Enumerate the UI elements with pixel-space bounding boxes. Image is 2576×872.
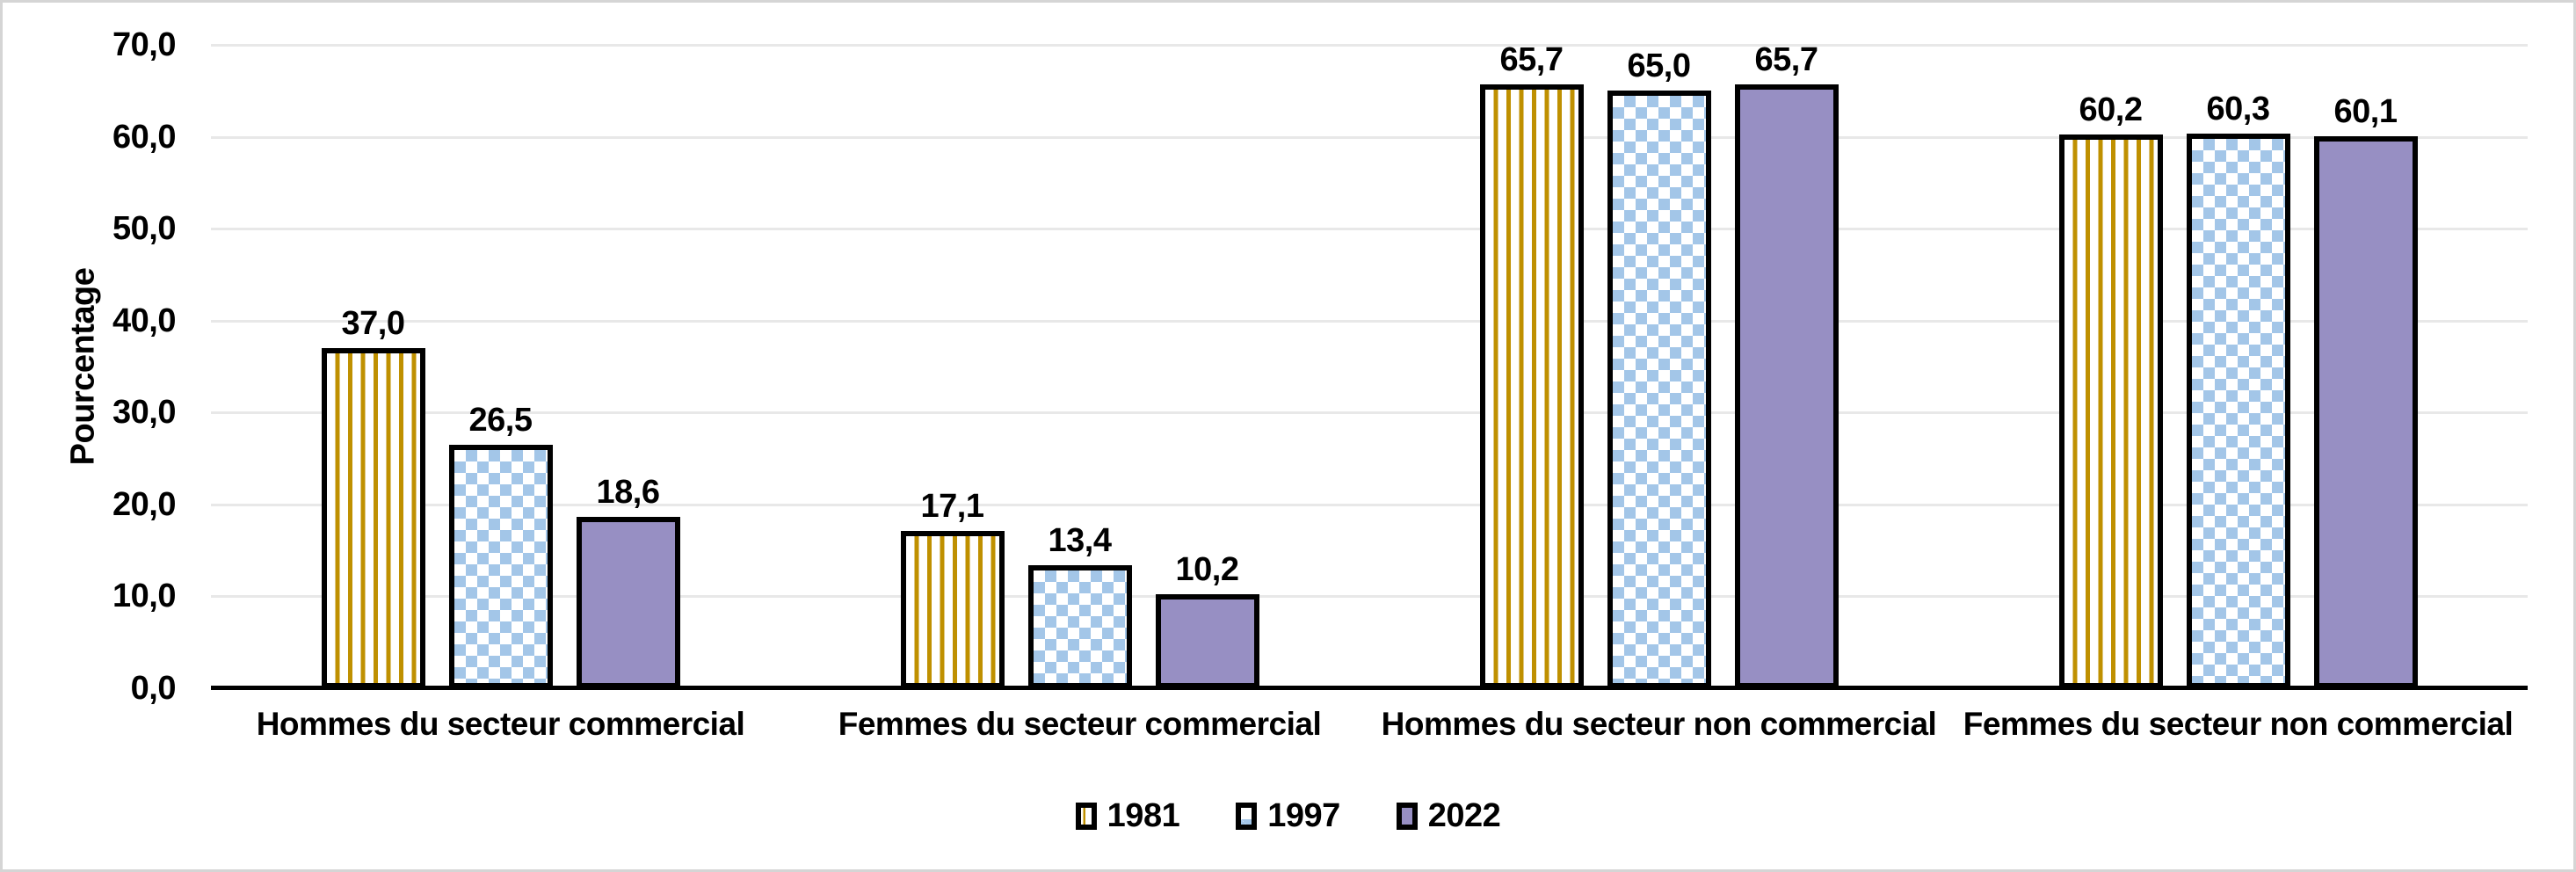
y-tick-label-10: 10,0 <box>112 578 176 615</box>
gridline-40 <box>211 319 2528 323</box>
bar-value-label: 60,1 <box>2333 93 2398 130</box>
y-tick-label-0: 0,0 <box>130 670 177 707</box>
bar-value-label: 65,7 <box>1499 41 1564 78</box>
legend-item-2022: 2022 <box>1396 797 1501 835</box>
gridline-10 <box>211 595 2528 599</box>
bar-group-4: 60,2 60,3 60,1 <box>1948 45 2528 688</box>
bar-1981: 65,7 <box>1479 41 1584 688</box>
category-label-text: Femmes du secteur non commercial <box>1963 706 2514 742</box>
y-tick-label-20: 20,0 <box>112 485 176 523</box>
bar-1981: 60,2 <box>2058 91 2163 688</box>
y-axis-tick-labels: 0,0 10,0 20,0 30,0 40,0 50,0 60,0 70,0 <box>3 3 176 869</box>
gridline-50 <box>211 228 2528 231</box>
bar-value-label: 65,7 <box>1754 41 1818 78</box>
bar-value-label: 60,2 <box>2079 91 2143 128</box>
category-label-text: Femmes du secteur commercial <box>838 706 1322 742</box>
legend: 1981 1997 2022 <box>3 797 2573 835</box>
bar-2022: 10,2 <box>1155 551 1259 688</box>
bar-value-label: 17,1 <box>920 488 984 525</box>
bar-group-3: 65,7 65,0 65,7 <box>1369 41 1948 688</box>
bar-1997: 26,5 <box>448 402 553 688</box>
gridline-20 <box>211 503 2528 506</box>
category-label-1: Hommes du secteur commercial <box>211 706 790 743</box>
bar-value-label: 10,2 <box>1175 551 1239 588</box>
y-tick-label-60: 60,0 <box>112 118 176 156</box>
bar-value-label: 13,4 <box>1048 522 1112 559</box>
y-tick-label-70: 70,0 <box>112 26 176 63</box>
bar-value-label: 18,6 <box>596 474 660 511</box>
bar-value-label: 26,5 <box>468 402 533 439</box>
legend-item-1981: 1981 <box>1075 797 1180 835</box>
bar-group-2: 17,1 13,4 10,2 <box>790 45 1369 688</box>
legend-label: 1997 <box>1267 797 1340 834</box>
legend-swatch-2022 <box>1396 803 1418 830</box>
y-tick-label-30: 30,0 <box>112 394 176 432</box>
legend-item-1997: 1997 <box>1236 797 1340 835</box>
bar-2022: 60,1 <box>2313 93 2418 688</box>
category-label-2: Femmes du secteur commercial <box>790 706 1369 743</box>
bar-value-label: 65,0 <box>1627 47 1691 84</box>
category-label-text: Hommes du secteur commercial <box>256 706 745 742</box>
bar-groups: 37,0 26,5 18,6 17,1 13,4 10,2 65,7 65,0 65,7 60,2… <box>211 41 2528 688</box>
bar-group-1: 37,0 26,5 18,6 <box>211 45 790 688</box>
bar-1997: 60,3 <box>2186 91 2290 688</box>
x-axis-line <box>211 686 2528 690</box>
gridline-30 <box>211 411 2528 415</box>
legend-swatch-1981 <box>1075 803 1097 830</box>
bar-1981: 17,1 <box>900 488 1005 688</box>
y-tick-label-40: 40,0 <box>112 302 176 339</box>
gridline-70 <box>211 44 2528 47</box>
bar-1997: 13,4 <box>1027 522 1132 688</box>
legend-label: 2022 <box>1427 797 1501 834</box>
plot-area: 37,0 26,5 18,6 17,1 13,4 10,2 65,7 65,0 65,7 60,2… <box>211 41 2528 690</box>
bar-1997: 65,0 <box>1607 47 1711 688</box>
gridline-60 <box>211 135 2528 139</box>
y-tick-label-50: 50,0 <box>112 210 176 248</box>
category-label-text: Hommes du secteur non commercial <box>1381 706 1937 742</box>
category-labels: Hommes du secteur commercial Femmes du se… <box>211 706 2528 743</box>
bar-2022: 65,7 <box>1734 41 1839 688</box>
legend-label: 1981 <box>1107 797 1180 834</box>
bar-1981: 37,0 <box>321 305 425 688</box>
legend-swatch-1997 <box>1236 803 1258 830</box>
category-label-4: Femmes du secteur non commercial <box>1948 706 2528 743</box>
bar-value-label: 60,3 <box>2206 91 2270 127</box>
category-label-3: Hommes du secteur non commercial <box>1369 706 1948 743</box>
bar-value-label: 37,0 <box>341 305 405 342</box>
bar-2022: 18,6 <box>576 474 680 688</box>
